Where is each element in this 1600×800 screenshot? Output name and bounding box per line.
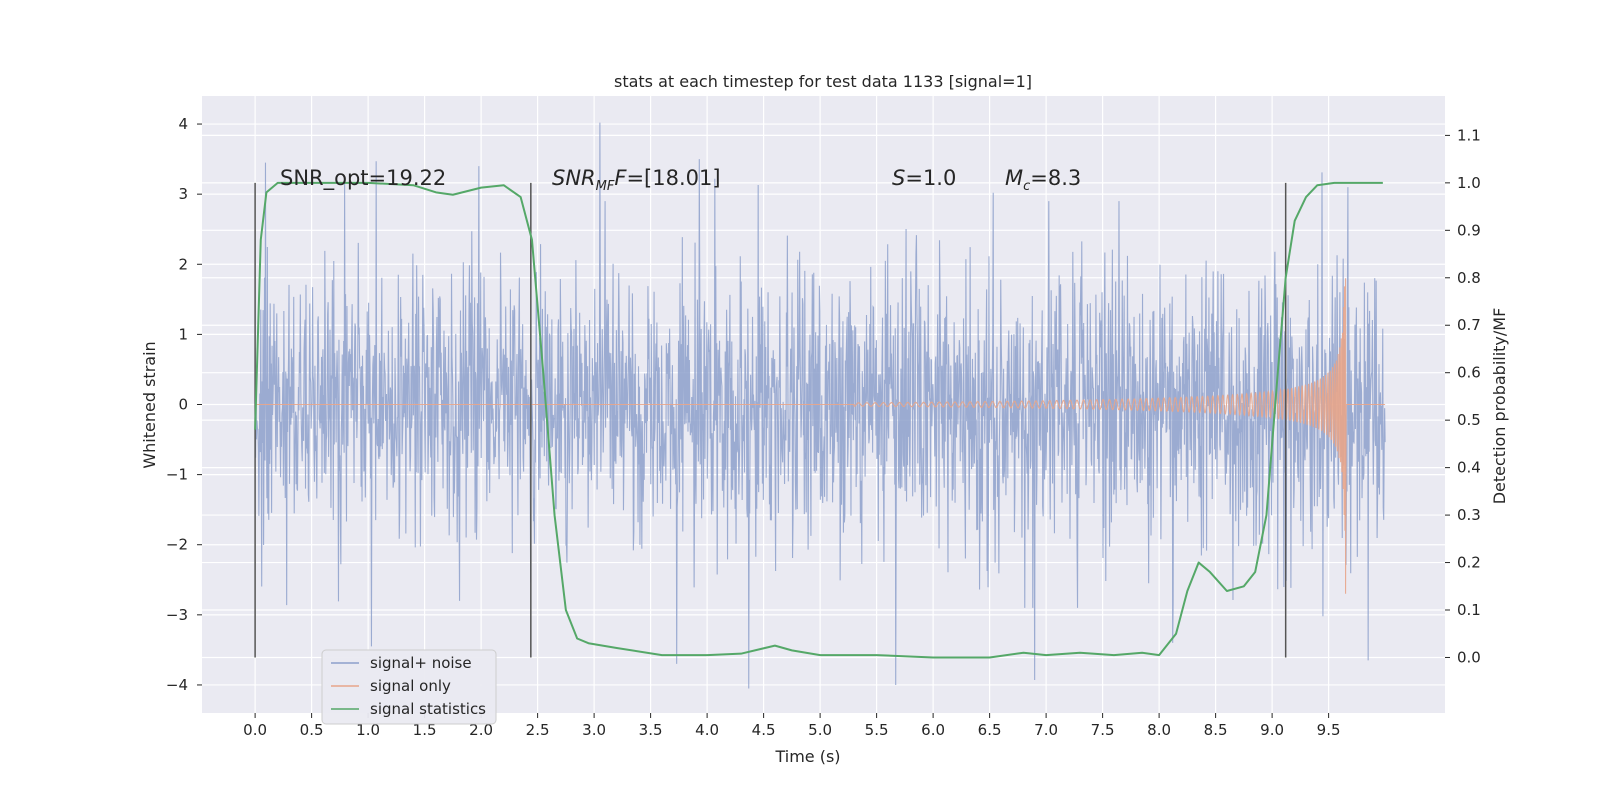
x-tick-label: 8.5 [1204, 721, 1228, 739]
series-signal-only [255, 278, 1386, 594]
x-tick-label: 4.0 [695, 721, 719, 739]
y-axis-ticks: 4 3 2 1 0 −1 −2 −3 −4 [166, 115, 202, 694]
y2-tick-label: 0.8 [1457, 269, 1481, 287]
y2-tick-label: 0.3 [1457, 506, 1481, 524]
annotation-snr-opt: SNR_opt=19.22 [280, 166, 446, 191]
x-tick-label: 7.0 [1034, 721, 1058, 739]
y-tick-label: 3 [178, 185, 188, 203]
legend: signal+ noise signal only signal statist… [321, 649, 497, 725]
x-tick-label: 5.5 [865, 721, 889, 739]
y-tick-label: −3 [166, 606, 188, 624]
x-tick-label: 5.0 [808, 721, 832, 739]
x-tick-label: 7.5 [1091, 721, 1115, 739]
series-signal-statistics [254, 181, 1383, 659]
x-tick-label: 9.5 [1317, 721, 1341, 739]
y2-tick-label: 0.5 [1457, 411, 1481, 429]
signal-statistics-line [254, 181, 1383, 659]
signal-noise-line [254, 122, 1386, 689]
x-tick-label: 3.0 [582, 721, 606, 739]
y2-tick-label: 0.4 [1457, 459, 1481, 477]
x-tick-label: 9.0 [1260, 721, 1284, 739]
x-tick-label: 1.0 [356, 721, 380, 739]
x-tick-label: 6.5 [978, 721, 1002, 739]
y2-tick-label: 0.6 [1457, 364, 1481, 382]
annotation-mc: Mc=8.3 [1005, 166, 1081, 194]
y-axis-label: Whitened strain [140, 341, 159, 468]
x-tick-label: 1.5 [413, 721, 437, 739]
y-tick-label: −2 [166, 536, 188, 554]
legend-box [321, 649, 497, 725]
y2-tick-label: 0.2 [1457, 554, 1481, 572]
y-tick-label: 0 [178, 396, 188, 414]
x-tick-label: 4.5 [752, 721, 776, 739]
annotation-snr-mf: SNRMFF=[18.01] [552, 166, 721, 194]
legend-label-signal-only: signal only [370, 677, 451, 695]
y2-axis-label: Detection probability/MF [1490, 308, 1509, 505]
y2-tick-label: 1.0 [1457, 174, 1481, 192]
y-tick-label: 4 [178, 115, 188, 133]
y2-tick-label: 0.1 [1457, 601, 1481, 619]
x-tick-label: 0.5 [300, 721, 324, 739]
x-tick-label: 0.0 [243, 721, 267, 739]
legend-label-signal-statistics: signal statistics [370, 700, 486, 718]
annotation-s: S=1.0 [892, 166, 956, 190]
y2-tick-label: 1.1 [1457, 126, 1481, 144]
y-tick-label: −1 [166, 466, 188, 484]
signal-only-line [255, 278, 1386, 594]
x-tick-label: 8.0 [1147, 721, 1171, 739]
y2-tick-label: 0.7 [1457, 316, 1481, 334]
series-signal-noise [254, 122, 1386, 689]
x-axis-label: Time (s) [774, 747, 840, 766]
y-tick-label: 1 [178, 325, 188, 343]
y2-axis-ticks: 1.1 1.0 0.9 0.8 0.7 0.6 0.5 0.4 0.3 0.2 0.1 0.0 [1445, 126, 1481, 666]
x-tick-label: 3.5 [639, 721, 663, 739]
y-tick-label: −4 [166, 676, 188, 694]
y-tick-label: 2 [178, 255, 188, 273]
x-tick-label: 2.0 [469, 721, 493, 739]
y2-tick-label: 0.9 [1457, 221, 1481, 239]
x-tick-label: 2.5 [526, 721, 550, 739]
legend-label-signal-noise: signal+ noise [370, 654, 472, 672]
x-axis-ticks: 0.0 0.5 1.0 1.5 2.0 2.5 3.0 3.5 4.0 4.5 5.0 5.5 6.0 6… [243, 713, 1341, 739]
chart-title: stats at each timestep for test data 113… [614, 72, 1032, 91]
x-tick-label: 6.0 [921, 721, 945, 739]
y2-tick-label: 0.0 [1457, 648, 1481, 666]
